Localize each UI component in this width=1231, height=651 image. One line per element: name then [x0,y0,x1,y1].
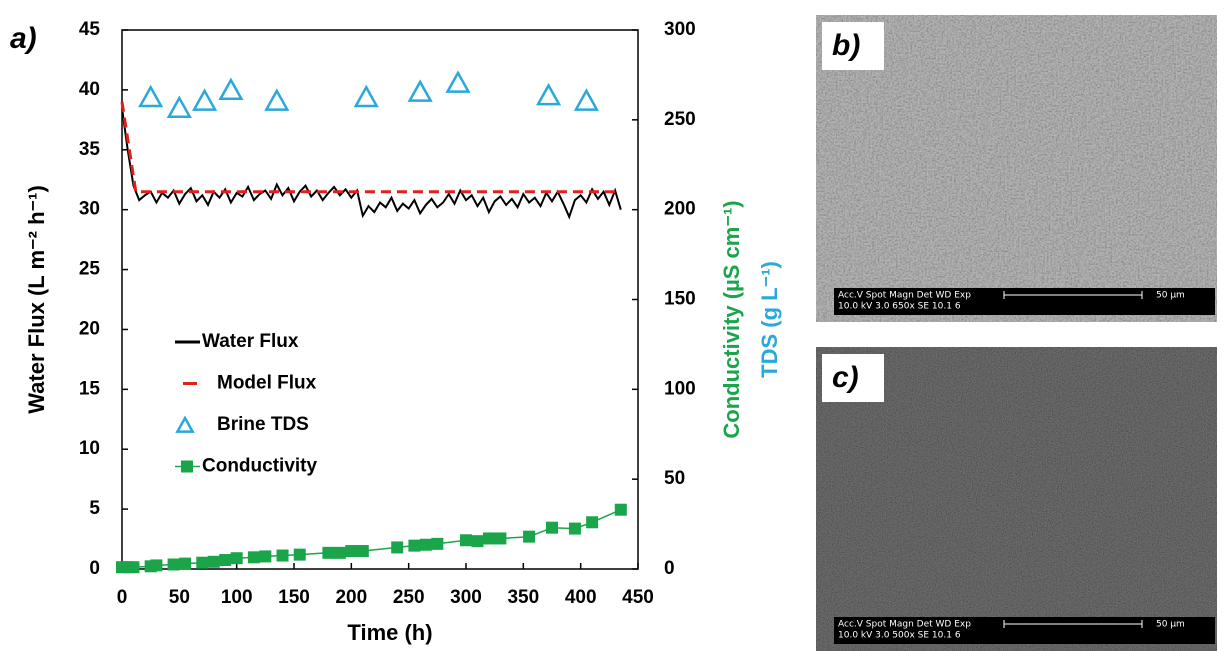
conductivity-marker [196,556,209,569]
y-axis-title: Water Flux (L m⁻² h⁻¹) [24,185,49,414]
y2-tick-label: 300 [664,19,696,40]
info-bar [834,617,1215,644]
y-tick-label: 45 [79,19,101,40]
legend-label: Conductivity [202,456,317,477]
y-tick-label: 40 [79,79,100,100]
x-tick-label: 150 [278,587,310,608]
tds-marker [445,70,471,93]
y2-axis-title: TDS (g L⁻¹) [757,261,782,378]
label-box [822,22,884,70]
info-bar [834,288,1215,315]
x-tick-label: 300 [450,587,482,608]
conductivity-marker [494,532,507,545]
conductivity-marker [471,535,484,548]
plot-frame [121,29,639,570]
model-line [120,101,621,194]
y-tick-label: 25 [79,259,101,280]
scale-label: 50 µm [1156,291,1185,301]
conductivity-marker [586,516,599,529]
info-header: Acc.V Spot Magn Det WD Exp [838,291,971,301]
conductivity-marker [333,546,346,559]
y-tick-label: 10 [79,438,100,459]
x-tick-label: 400 [565,587,597,608]
conductivity-marker [482,532,495,545]
flux-line [121,107,622,220]
tds-marker [264,88,290,111]
conductivity-marker [460,534,472,547]
x-tick-label: 200 [335,587,367,608]
x-tick-label: 250 [393,587,425,608]
conductivity-marker [167,558,180,571]
conductivity-marker [431,537,444,550]
info-header: Acc.V Spot Magn Det WD Exp [838,620,971,630]
tds-marker [407,79,433,102]
conductivity-marker [247,551,260,564]
x-tick-label: 100 [221,587,253,608]
legend-label: Water Flux [202,331,299,352]
conductivity-marker [419,538,432,551]
y-tick-label: 35 [79,139,101,160]
tds-marker [218,77,244,101]
y2-tick-label: 50 [664,468,685,489]
conductivity-marker [207,555,220,568]
conductivity-marker [322,546,335,559]
y-tick-label: 20 [79,318,100,339]
info-values: 10.0 kV 3.0 500x SE 10.1 6 [838,631,961,641]
y-tick-label: 5 [89,498,100,519]
conductivity-marker [391,541,404,554]
tds-marker [166,95,192,119]
x-tick-label: 50 [169,587,190,608]
label-box [822,354,884,402]
y2-tick-label: 200 [664,199,696,220]
panel-label: b) [832,29,860,62]
conductivity-marker [150,559,163,572]
y-tick-label: 30 [79,199,100,220]
conductivity-marker [408,539,421,552]
conductivity-marker [523,530,536,543]
tds-marker [573,88,599,111]
y-tick-label: 15 [79,378,101,399]
x-tick-label: 0 [117,587,128,608]
panel-label: c) [832,361,859,394]
conductivity-marker [230,552,243,565]
conductivity-marker [179,557,192,570]
y2-axis-title: Conductivity (µS cm⁻¹) [719,200,744,438]
conductivity-marker [127,561,140,574]
panel-label: a) [10,22,37,55]
y-tick-label: 0 [89,558,100,579]
tds-marker [535,82,562,106]
conductivity-marker [356,545,369,558]
y2-tick-label: 150 [664,289,696,310]
legend-label: Brine TDS [217,414,309,435]
y2-tick-label: 0 [664,558,675,579]
x-tick-label: 350 [507,587,539,608]
conductivity-marker [546,521,558,534]
legend-label: Model Flux [217,373,317,394]
conductivity-marker [568,522,581,535]
tds-marker [191,88,218,111]
x-tick-label: 450 [622,587,654,608]
conductivity-marker [259,550,272,563]
conductivity-marker [614,503,627,516]
legend-swatch [181,460,193,473]
tds-marker [353,84,379,108]
y2-tick-label: 250 [664,109,696,130]
legend-swatch [175,415,195,433]
conductivity-marker [276,549,289,562]
conductivity-marker [345,545,358,558]
scale-label: 50 µm [1156,620,1185,630]
info-values: 10.0 kV 3.0 650x SE 10.1 6 [838,302,961,312]
conductivity-marker [293,548,306,561]
x-axis-title: Time (h) [347,620,432,645]
conductivity-marker [219,554,232,567]
tds-marker [138,84,164,108]
y2-tick-label: 100 [664,378,696,399]
